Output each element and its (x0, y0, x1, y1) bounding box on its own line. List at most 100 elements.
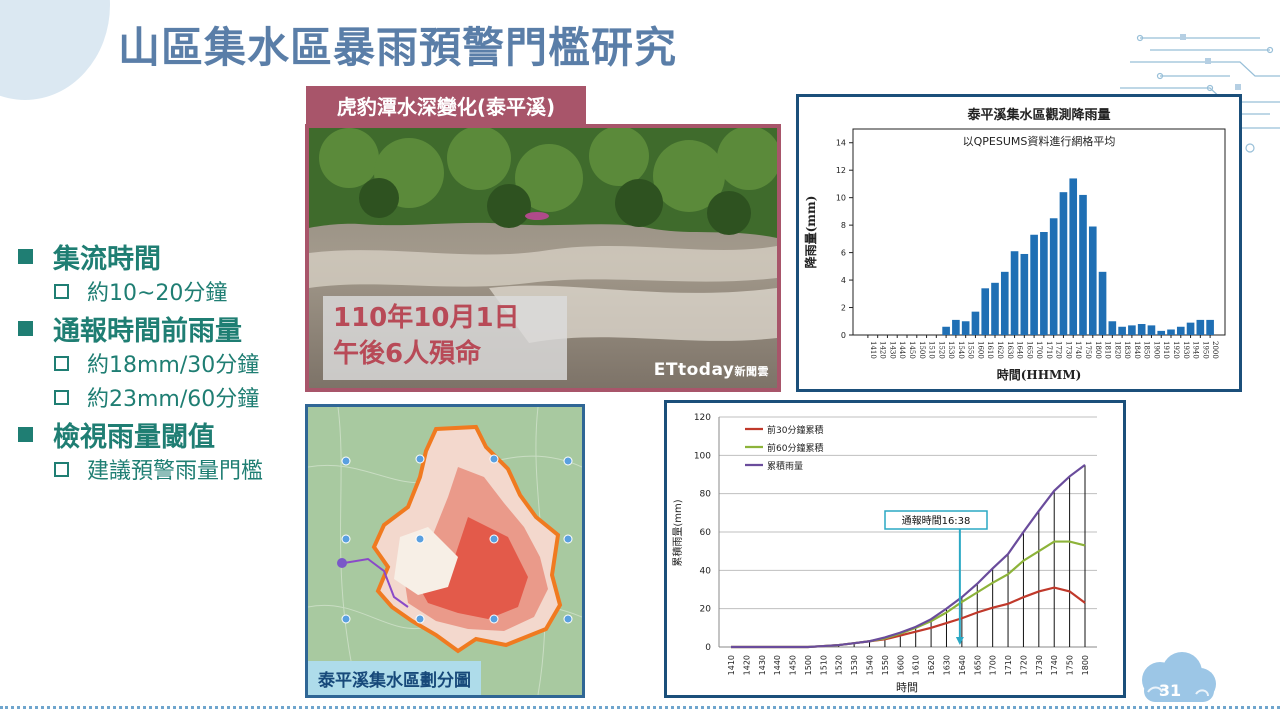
x-tick-label: 1730 (1064, 341, 1072, 359)
bar (1059, 192, 1068, 335)
x-tick-label: 1740 (1074, 341, 1082, 359)
sub-bullet: 約18mm/30分鐘 (54, 346, 263, 380)
watermark-main: ETtoday (653, 360, 735, 380)
x-tick-label: 2000 (1211, 341, 1219, 359)
cloud-page-badge: 31 (1142, 652, 1216, 702)
series-line (731, 586, 1086, 649)
bar (1040, 232, 1048, 335)
bar (961, 321, 970, 335)
y-tick-label: 2 (841, 304, 846, 313)
bar (1167, 329, 1175, 335)
y-tick-label: 10 (836, 194, 846, 203)
x-tick-label: 1650 (1025, 341, 1033, 359)
bullet-list: 集流時間 約10~20分鐘 通報時間前雨量 約18mm/30分鐘 約23mm/6… (14, 236, 263, 486)
sub-bullet: 建議預警雨量門檻 (54, 452, 263, 486)
x-axis-label: 時間 (896, 681, 918, 694)
chart-title: 泰平溪集水區觀測降雨量 (966, 107, 1110, 123)
square-bullet-icon (18, 248, 33, 264)
catchment-map: 泰平溪集水區劃分圖 (305, 404, 585, 698)
x-tick-label: 1940 (1192, 341, 1200, 359)
hollow-square-icon (54, 461, 69, 477)
x-tick-label: 1800 (1081, 655, 1090, 675)
x-tick-label: 1850 (1143, 341, 1151, 359)
bullet-threshold-review: 檢視雨量閾值 (14, 416, 263, 453)
x-tick-label: 1530 (947, 341, 955, 359)
y-tick-label: 60 (700, 528, 712, 538)
legend-label: 前60分鐘累積 (767, 442, 823, 454)
video-frame[interactable]: 110年10月1日 午後6人殞命 ETtoday新聞雲 (305, 124, 781, 392)
x-tick-label: 1930 (1182, 341, 1190, 359)
x-tick-label: 1600 (976, 341, 984, 359)
bar (1079, 194, 1087, 335)
bar (1176, 326, 1185, 335)
x-tick-label: 1550 (967, 341, 975, 359)
annotation-text: 通報時間16:38 (902, 515, 971, 527)
x-tick-label: 1640 (1016, 341, 1024, 359)
x-tick-label: 1720 (1019, 655, 1028, 675)
bar (942, 326, 950, 335)
chart-annotation: 以QPESUMS資料進行網格平均 (963, 134, 1116, 148)
legend-label: 前30分鐘累積 (767, 424, 823, 436)
bar (1147, 325, 1156, 335)
y-tick-label: 80 (700, 490, 712, 500)
series-line (731, 464, 1086, 649)
hollow-square-icon (54, 355, 69, 371)
corner-decoration (0, 0, 110, 100)
y-tick-label: 20 (700, 605, 712, 615)
x-tick-label: 1620 (927, 655, 936, 675)
x-tick-label: 1700 (989, 655, 998, 675)
y-tick-label: 40 (700, 566, 712, 576)
watermark-sub: 新聞雲 (734, 365, 769, 378)
x-tick-label: 1520 (937, 341, 945, 359)
bar (1128, 325, 1136, 335)
sub-bullet-text: 約10~20分鐘 (87, 281, 228, 306)
x-tick-label: 1910 (1162, 341, 1170, 359)
x-tick-label: 1610 (986, 341, 994, 359)
y-tick-label: 4 (841, 276, 846, 285)
bar (1157, 330, 1166, 335)
y-tick-label: 12 (836, 166, 846, 175)
x-tick-label: 1540 (957, 341, 965, 359)
bar (981, 288, 990, 335)
x-tick-label: 1950 (1201, 341, 1209, 359)
bar (952, 319, 960, 335)
x-axis-label: 時間(HHMM) (997, 367, 1082, 382)
bar (1206, 319, 1214, 335)
sub-bullet-text: 約23mm/60分鐘 (87, 387, 260, 412)
y-tick-label: 6 (841, 249, 846, 258)
x-tick-label: 1450 (908, 341, 916, 359)
x-tick-label: 1630 (942, 655, 951, 675)
square-bullet-icon (18, 320, 33, 336)
x-tick-label: 1720 (1055, 341, 1063, 359)
y-tick-label: 120 (694, 413, 711, 423)
x-tick-label: 1530 (850, 655, 859, 675)
x-tick-label: 1430 (888, 341, 896, 359)
caption-date: 110年10月1日 (333, 303, 520, 333)
x-tick-label: 1600 (896, 655, 905, 675)
x-tick-label: 1640 (958, 655, 967, 675)
ettoday-watermark: ETtoday新聞雲 (654, 360, 769, 380)
x-tick-label: 1550 (881, 655, 890, 675)
x-tick-label: 1520 (835, 655, 844, 675)
bullet-rainfall-before-alert: 通報時間前雨量 (14, 310, 263, 347)
map-label: 泰平溪集水區劃分圖 (308, 661, 481, 695)
bullet-concentration-time: 集流時間 (14, 238, 263, 275)
hollow-square-icon (54, 283, 69, 299)
bar (1088, 226, 1097, 335)
bar (1010, 251, 1019, 335)
x-tick-label: 1420 (879, 341, 887, 359)
y-tick-label: 8 (841, 221, 846, 230)
bar (1020, 253, 1029, 335)
x-tick-label: 1440 (773, 655, 782, 675)
x-tick-label: 1900 (1152, 341, 1160, 359)
footer-dotted-line (0, 706, 1280, 709)
x-tick-label: 1630 (1006, 341, 1014, 359)
caption-event: 午後6人殞命 (333, 339, 482, 369)
y-tick-label: 100 (694, 451, 711, 461)
rainfall-bar-chart: 泰平溪集水區觀測降雨量 以QPESUMS資料進行網格平均 0 2 4 6 8 10 12 14 14… (796, 94, 1242, 392)
x-tick-label: 1800 (1094, 341, 1102, 359)
y-tick-label: 0 (705, 643, 711, 653)
bar (1030, 234, 1038, 335)
bar (1137, 324, 1146, 335)
x-tick-label: 1750 (1066, 655, 1075, 675)
